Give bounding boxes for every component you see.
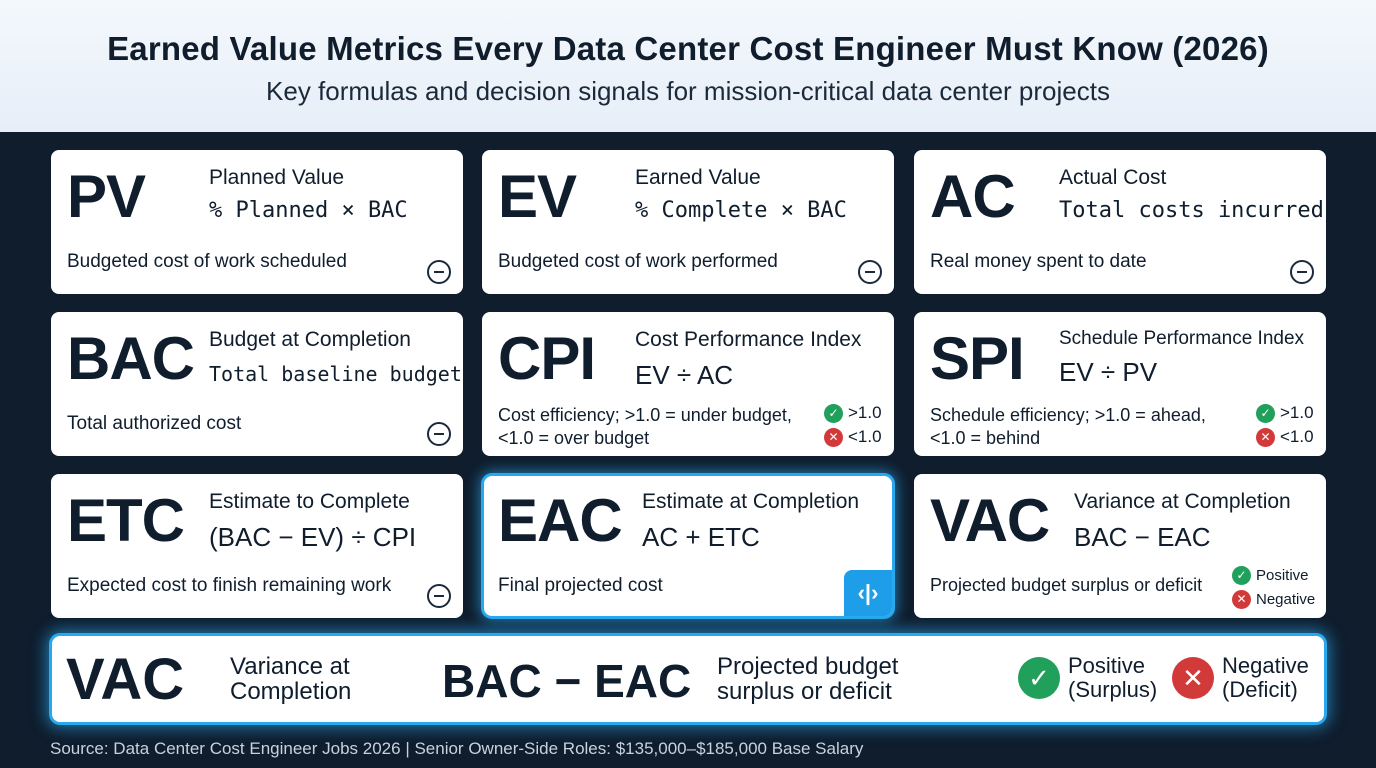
card-spi: SPI Schedule Performance Index EV ÷ PV S… — [914, 312, 1326, 456]
check-circle-icon: ✓ — [824, 403, 843, 423]
card-description: Final projected cost — [498, 575, 663, 596]
minus-circle-icon[interactable] — [427, 260, 451, 284]
card-description: Schedule efficiency; >1.0 = ahead, <1.0 … — [930, 405, 1206, 448]
minus-circle-icon[interactable] — [858, 260, 882, 284]
card-description: Expected cost to finish remaining work — [67, 575, 392, 596]
header: Earned Value Metrics Every Data Center C… — [0, 0, 1376, 132]
minus-circle-icon[interactable] — [427, 422, 451, 446]
card-description: Budgeted cost of work performed — [498, 251, 778, 272]
card-abbr: PV — [67, 163, 146, 230]
card-formula: AC + ETC — [642, 522, 760, 552]
card-abbr: VAC — [930, 487, 1050, 554]
page-title: Earned Value Metrics Every Data Center C… — [107, 30, 1269, 67]
card-name: Estimate at Completion — [642, 490, 860, 513]
x-circle-icon: ✕ — [1256, 427, 1275, 447]
card-abbr: CPI — [498, 325, 596, 392]
card-formula: % Complete × BAC — [635, 198, 847, 223]
card-formula: Total baseline budget — [209, 362, 462, 386]
card-bac: BAC Budget at Completion Total baseline … — [51, 312, 463, 456]
positive-signal: ✓ >1.0 — [824, 403, 882, 423]
card-abbr: BAC — [67, 325, 195, 392]
card-abbr: EV — [498, 163, 577, 230]
banner-formula: BAC − EAC — [442, 655, 692, 707]
card-formula: (BAC − EV) ÷ CPI — [209, 522, 417, 552]
card-ac: AC Actual Cost Total costs incurred Real… — [914, 150, 1326, 294]
card-name: Earned Value — [635, 166, 761, 189]
card-name: Actual Cost — [1059, 166, 1167, 189]
card-description: Cost efficiency; >1.0 = under budget, <1… — [498, 405, 792, 448]
banner-positive: ✓ Positive (Surplus) — [1018, 654, 1164, 702]
code-edit-icon[interactable]: ‹|› — [844, 570, 892, 616]
card-formula: % Planned × BAC — [209, 198, 408, 223]
x-circle-icon: ✕ — [824, 427, 843, 447]
positive-signal: ✓ Positive — [1232, 566, 1309, 585]
card-formula: EV ÷ PV — [1059, 357, 1158, 387]
minus-circle-icon[interactable] — [427, 584, 451, 608]
card-description: Total authorized cost — [67, 413, 242, 434]
x-circle-icon: ✕ — [1172, 657, 1214, 699]
card-etc: ETC Estimate to Complete (BAC − EV) ÷ CP… — [51, 474, 463, 618]
card-formula: Total costs incurred — [1059, 198, 1324, 223]
card-pv: PV Planned Value % Planned × BAC Budgete… — [51, 150, 463, 294]
card-description: Budgeted cost of work scheduled — [67, 251, 347, 272]
card-abbr: EAC — [498, 487, 623, 554]
card-formula: EV ÷ AC — [635, 360, 734, 390]
page-subtitle: Key formulas and decision signals for mi… — [266, 76, 1110, 106]
check-circle-icon: ✓ — [1256, 403, 1275, 423]
card-name: Cost Performance Index — [635, 328, 862, 351]
card-name: Variance at Completion — [1074, 490, 1291, 513]
card-name: Budget at Completion — [209, 328, 411, 351]
card-vac: VAC Variance at Completion BAC − EAC Pro… — [914, 474, 1326, 618]
banner-name: Variance at Completion — [230, 653, 352, 705]
check-circle-icon: ✓ — [1232, 566, 1251, 585]
banner-abbr: VAC — [66, 647, 185, 712]
check-circle-icon: ✓ — [1018, 657, 1060, 699]
footer-source: Source: Data Center Cost Engineer Jobs 2… — [50, 739, 864, 758]
positive-signal: ✓ >1.0 — [1256, 403, 1314, 423]
card-formula: BAC − EAC — [1074, 522, 1211, 552]
card-cpi: CPI Cost Performance Index EV ÷ AC Cost … — [482, 312, 894, 456]
banner-description: Projected budget surplus or deficit — [717, 653, 899, 705]
card-name: Planned Value — [209, 166, 345, 189]
banner-negative: ✕ Negative (Deficit) — [1172, 654, 1322, 702]
vac-highlight-banner: VAC Variance at Completion BAC − EAC Pro… — [52, 636, 1324, 722]
card-description: Projected budget surplus or deficit — [930, 575, 1203, 595]
card-name: Schedule Performance Index — [1059, 328, 1305, 349]
negative-signal: ✕ Negative — [1232, 590, 1315, 609]
negative-signal: ✕ <1.0 — [824, 427, 882, 447]
minus-circle-icon[interactable] — [1290, 260, 1314, 284]
card-eac[interactable]: EAC Estimate at Completion AC + ETC Fina… — [484, 476, 892, 616]
card-description: Real money spent to date — [930, 251, 1147, 272]
card-abbr: SPI — [930, 325, 1025, 392]
card-abbr: AC — [930, 163, 1016, 230]
card-ev: EV Earned Value % Complete × BAC Budgete… — [482, 150, 894, 294]
card-name: Estimate to Complete — [209, 490, 410, 513]
x-circle-icon: ✕ — [1232, 590, 1251, 609]
negative-signal: ✕ <1.0 — [1256, 427, 1314, 447]
card-abbr: ETC — [67, 487, 185, 554]
